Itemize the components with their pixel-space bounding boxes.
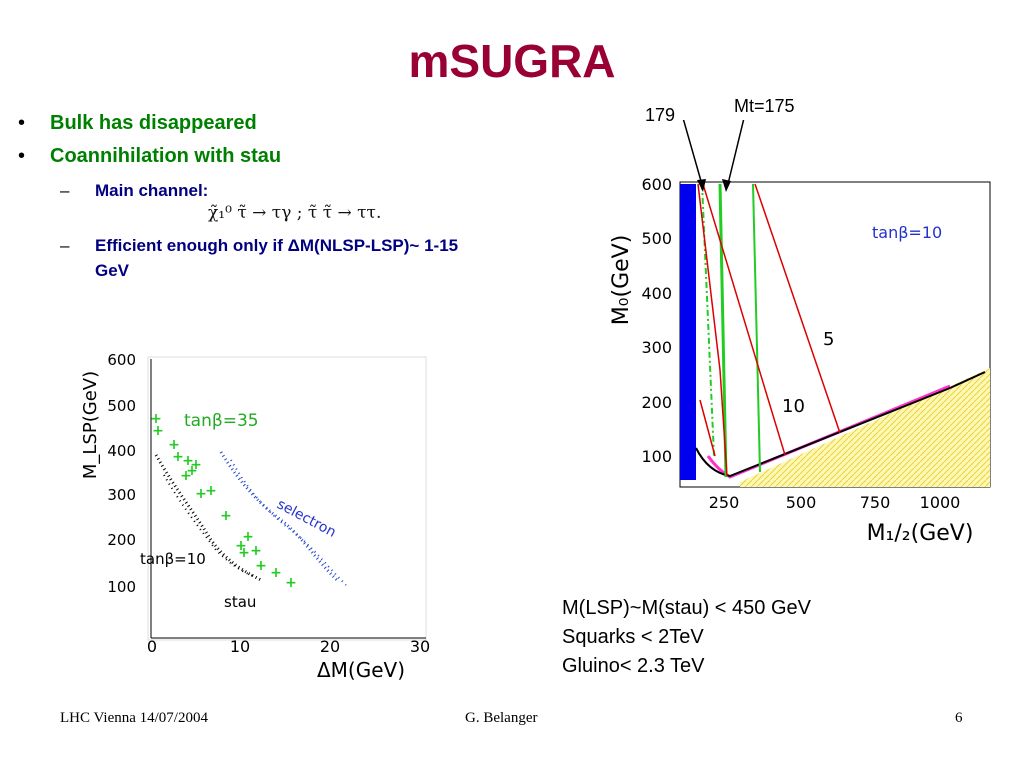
arrow-mt: [726, 120, 745, 189]
svg-text:+: +: [250, 543, 262, 559]
y-axis-label: M_LSP(GeV): [80, 371, 101, 479]
arrow-179-head: [697, 179, 706, 192]
y-tick: 400: [641, 284, 672, 303]
y-tick: 300: [641, 338, 672, 357]
svg-text:+: +: [190, 457, 202, 473]
x-ticks: 0 10 20 30: [147, 637, 430, 656]
summary-line: M(LSP)~M(stau) < 450 GeV: [562, 597, 811, 619]
y-tick: 200: [107, 531, 136, 549]
plot-frame: [147, 356, 427, 641]
bullet-item: • Coannihilation with stau: [18, 145, 478, 168]
svg-text:+: +: [195, 486, 207, 502]
y-tick: 200: [641, 393, 672, 412]
bullet-dot: •: [18, 112, 26, 134]
arrow-179: [682, 120, 704, 189]
summary-notes: M(LSP)~M(stau) < 450 GeV Squarks < 2TeV …: [562, 594, 811, 681]
bullet-list: • Bulk has disappeared • Coannihilation wi…: [18, 112, 478, 283]
svg-text:+: +: [180, 468, 192, 484]
y-tick: 500: [107, 397, 136, 415]
tanbeta10-label: tanβ=10: [140, 550, 206, 568]
tanbeta35-points: +++ +++ +++ +++ ++ + + ++: [150, 411, 297, 591]
green-contour: [752, 183, 761, 473]
bullet-text: Bulk has disappeared: [50, 112, 257, 134]
red-contour: [699, 399, 716, 457]
x-tick: 500: [786, 493, 817, 512]
summary-line: Gluino< 2.3 TeV: [562, 655, 705, 677]
y-tick: 300: [107, 486, 136, 504]
x-axis-label: ΔM(GeV): [317, 658, 405, 682]
contour-label-5: 5: [823, 329, 834, 350]
svg-text:+: +: [150, 411, 162, 427]
red-contour-10: [702, 183, 786, 456]
red-contour-5: [754, 183, 841, 434]
y-tick: 100: [641, 447, 672, 466]
slide-title: mSUGRA: [408, 35, 616, 87]
footer-author: G. Belanger: [465, 710, 538, 726]
x-tick: 30: [410, 637, 430, 656]
svg-text:+: +: [220, 508, 232, 524]
x-axis-label: M₁/₂(GeV): [867, 521, 974, 546]
red-contour: [697, 183, 728, 477]
selectron-points: [230, 459, 347, 586]
footer-left: LHC Vienna 14/07/2004: [60, 710, 208, 726]
svg-text:+: +: [182, 453, 194, 469]
y-tick: 100: [107, 578, 136, 596]
subbullet-item: – Efficient enough only if ΔM(NLSP-LSP)~ …: [18, 233, 478, 283]
subbullet-dash: –: [60, 236, 70, 255]
excluded-region: [680, 184, 696, 480]
tanbeta35-label: tanβ=35: [184, 411, 259, 431]
y-ticks: 600 500 400 300 200 100: [641, 175, 672, 466]
y-tick: 600: [641, 175, 672, 194]
stau-points: [154, 454, 262, 582]
subbullet-text: Main channel:: [95, 181, 209, 200]
svg-text:+: +: [186, 463, 198, 479]
svg-text:+: +: [238, 545, 250, 561]
svg-text:+: +: [172, 449, 184, 465]
subbullet-dash: –: [60, 181, 70, 200]
mt179-label: 179: [645, 105, 676, 125]
svg-text:+: +: [235, 538, 247, 554]
tanbeta-label: tanβ=10: [872, 223, 942, 242]
selectron-points: [219, 451, 340, 583]
x-tick: 1000: [920, 493, 961, 512]
contour-label-10: 10: [782, 396, 805, 417]
svg-text:+: +: [242, 529, 254, 545]
svg-text:+: +: [205, 483, 217, 499]
bullet-item: • Bulk has disappeared: [18, 112, 478, 135]
svg-text:+: +: [152, 423, 164, 439]
boundary-curve: [695, 387, 951, 478]
x-tick: 250: [709, 493, 740, 512]
mass-difference-plot: +++ +++ +++ +++ ++ + + ++ 600 500 400 300 …: [80, 351, 430, 682]
subbullet-item: – Main channel:: [18, 178, 478, 203]
higgs-line-175: [718, 183, 728, 478]
x-tick: 20: [320, 637, 340, 656]
y-tick: 600: [107, 351, 136, 369]
mt-label: Mt=175: [734, 96, 795, 116]
summary-line: Squarks < 2TeV: [562, 626, 704, 648]
stau-label: stau: [224, 593, 256, 611]
y-ticks: 600 500 400 300 200 100: [107, 351, 136, 596]
page-number: 6: [955, 710, 963, 726]
y-tick: 400: [107, 442, 136, 460]
svg-text:+: +: [285, 575, 297, 591]
arrow-mt-head: [722, 179, 731, 192]
bullet-dot: •: [18, 145, 26, 167]
x-ticks: 250 500 750 1000: [709, 493, 961, 512]
svg-text:+: +: [255, 558, 267, 574]
x-tick: 750: [860, 493, 891, 512]
svg-text:+: +: [168, 437, 180, 453]
parameter-space-plot: 600 500 400 300 200 100 250 500 750 1000…: [609, 120, 991, 546]
y-tick: 500: [641, 229, 672, 248]
x-tick: 10: [230, 637, 250, 656]
bullet-text: Coannihilation with stau: [50, 145, 282, 167]
y-axis-label: M₀(GeV): [609, 235, 634, 326]
boundary-curve-ext: [949, 371, 986, 389]
x-tick: 0: [147, 637, 157, 656]
subbullet-text: Efficient enough only if ΔM(NLSP-LSP)~ 1…: [95, 236, 459, 280]
svg-text:+: +: [270, 565, 282, 581]
reaction-formula: χ̃₁⁰ τ̃ → τγ ; τ̃ τ̃ → ττ.: [208, 203, 382, 223]
